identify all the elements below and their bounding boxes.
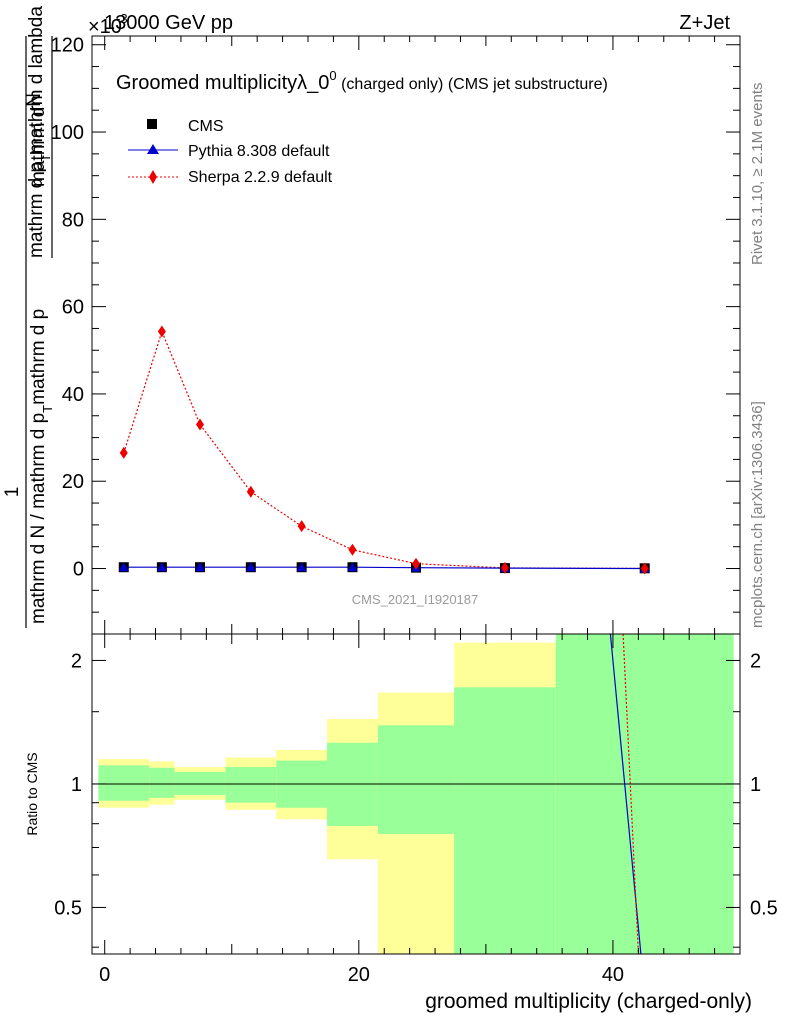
ratio-y-axis-label: Ratio to CMS: [24, 752, 40, 835]
legend-marker-sherpa: [149, 170, 157, 184]
mcplots-label: mcplots.cern.ch [arXiv:1306.3436]: [749, 401, 766, 628]
ratio-lines-layer: [609, 633, 642, 955]
rivet-label: Rivet 3.1.10, ≥ 2.1M events: [749, 83, 766, 266]
main-y-axis: 0 20 40 60 80 100 120: [51, 35, 740, 634]
pythia-point: [195, 562, 205, 572]
sherpa-point: [640, 562, 649, 575]
y-tick-label: 60: [62, 297, 84, 319]
ratio-y-tick-label-left: 2: [71, 650, 82, 672]
y-tick-label: 20: [62, 471, 84, 493]
y-tick-label: 120: [51, 35, 84, 57]
sherpa-point: [297, 520, 306, 533]
svg-text:mathrm d pTmathrm d lambda: mathrm d pTmathrm d lambda: [26, 6, 53, 258]
inner-band: [98, 765, 150, 801]
sherpa-point: [119, 446, 128, 459]
pythia-point: [156, 562, 167, 572]
sherpa-point: [246, 485, 255, 498]
ratio-uncertainty-bands: [98, 634, 734, 954]
legend-label-pythia: Pythia 8.308 default: [188, 143, 330, 160]
legend: CMS Pythia 8.308 default Sherpa 2.2.9 de…: [128, 118, 333, 186]
inner-band: [454, 687, 556, 954]
y-tick-label: 40: [62, 384, 84, 406]
ratio-plot-panel: 0.5 0.51 12 20 20 40 Ratio to CMS groomed mul…: [24, 633, 778, 1013]
x-tick-label: 40: [602, 964, 624, 986]
ratio-y-tick-label-right: 0.5: [750, 897, 778, 919]
main-plot-panel: 0 20 40 60 80 100 120 CMS_2021_I1920187 Groome…: [2, 6, 741, 635]
main-series-layer: [118, 325, 650, 575]
sherpa-point: [196, 418, 204, 431]
legend-label-cms: CMS: [188, 118, 224, 135]
pythia-point: [118, 562, 129, 572]
header-energy: 13000 GeV pp: [104, 12, 233, 34]
ratio-y-tick-label-left: 0.5: [54, 897, 82, 919]
inner-band: [174, 771, 226, 795]
sherpa-point: [500, 561, 509, 574]
svg-text:1: 1: [2, 487, 23, 498]
inner-band: [377, 725, 455, 835]
y-exponent-label: ×10 -3: [88, 11, 128, 38]
ratio-plot-frame: [91, 633, 741, 955]
legend-label-sherpa: Sherpa 2.2.9 default: [188, 169, 333, 186]
svg-text:mathrm dN: mathrm dN: [24, 93, 49, 187]
plot-title: Groomed multiplicityλ_00 (charged only) …: [116, 68, 608, 94]
svg-text:×10: ×10: [88, 16, 122, 38]
pythia-point: [245, 562, 256, 572]
inner-band: [149, 767, 175, 798]
pythia-point: [296, 562, 307, 572]
y-tick-label: 100: [51, 122, 84, 144]
ratio-y-tick-label-right: 2: [750, 650, 761, 672]
x-tick-label: 0: [99, 964, 110, 986]
x-tick-label: 20: [348, 964, 370, 986]
inner-band: [555, 634, 734, 954]
legend-marker-pythia: [147, 144, 159, 154]
pythia-point: [347, 562, 358, 572]
y-tick-label: 0: [73, 559, 84, 581]
inner-band: [225, 766, 277, 803]
ratio-y-tick-label-left: 1: [71, 774, 82, 796]
svg-text:-3: -3: [116, 11, 128, 26]
svg-text:Groomed multiplicityλ_00 (char: Groomed multiplicityλ_00 (charged only) …: [116, 68, 608, 94]
header-process: Z+Jet: [679, 12, 730, 34]
ratio-axes: 0.5 0.51 12 20 20 40: [54, 634, 778, 986]
ratio-y-tick-label-right: 1: [750, 774, 761, 796]
sherpa-point: [412, 557, 420, 570]
svg-text:mathrm d N / mathrm d pTmathrm: mathrm d N / mathrm d pTmathrm d p: [28, 309, 55, 624]
y-tick-label: 80: [62, 209, 84, 231]
x-axis-label: groomed multiplicity (charged-only): [425, 990, 752, 1013]
sherpa-line: [123, 329, 645, 569]
sherpa-point: [348, 543, 357, 556]
sherpa-ratio-line: [622, 633, 639, 955]
sherpa-point: [157, 325, 166, 338]
legend-marker-cms: [147, 119, 157, 129]
pythia-ratio-line: [609, 633, 642, 955]
watermark: CMS_2021_I1920187: [352, 592, 479, 607]
main-y-axis-label: mathrm dN mathrm d pTmathrm d lambda 1 m…: [2, 6, 55, 628]
